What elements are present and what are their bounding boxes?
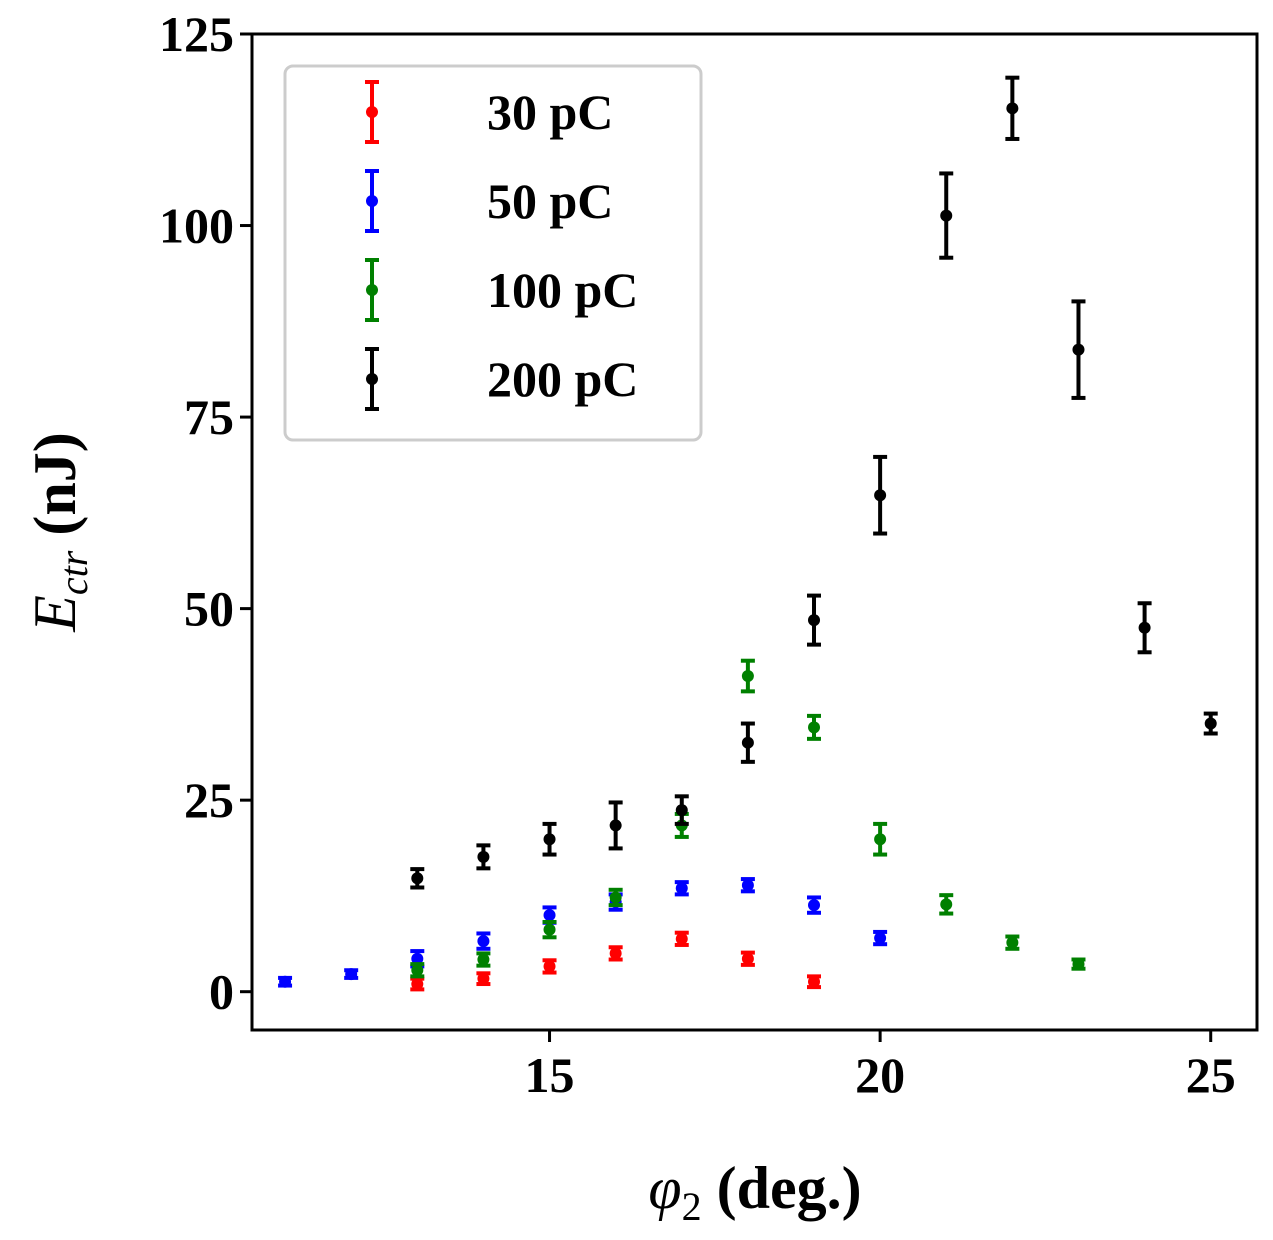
y-tick-label: 50 bbox=[184, 581, 234, 637]
y-axis-ticks: 0 25 50 75 100 125 bbox=[159, 6, 252, 1020]
x-axis-label: φ2 (deg.) bbox=[648, 1155, 861, 1229]
data-point bbox=[411, 964, 424, 977]
data-point bbox=[411, 872, 424, 885]
data-point bbox=[1072, 343, 1085, 356]
y-axis-label-unit: (nJ) bbox=[22, 432, 88, 550]
data-point bbox=[1006, 102, 1019, 115]
data-point bbox=[1072, 958, 1085, 971]
data-point bbox=[543, 833, 556, 846]
legend-label: 200 pC bbox=[487, 351, 638, 407]
data-point bbox=[411, 978, 424, 991]
data-point bbox=[874, 932, 887, 945]
data-point bbox=[741, 736, 754, 749]
data-point bbox=[675, 932, 688, 945]
data-point bbox=[477, 935, 490, 948]
legend-item: 50 pC bbox=[365, 169, 613, 233]
x-axis-label-unit: (deg.) bbox=[702, 1155, 862, 1221]
series-200-pc bbox=[410, 75, 1218, 890]
series-100-pc bbox=[410, 658, 1086, 979]
legend-label: 30 pC bbox=[487, 84, 613, 140]
data-point bbox=[1204, 717, 1217, 730]
data-point bbox=[741, 952, 754, 965]
legend-label: 50 pC bbox=[487, 173, 613, 229]
data-point bbox=[411, 952, 424, 965]
series-50-pc bbox=[278, 877, 888, 988]
y-axis-label-subscript: ctr bbox=[51, 550, 96, 595]
data-point bbox=[477, 850, 490, 863]
legend-marker bbox=[366, 373, 378, 385]
data-point bbox=[808, 899, 821, 912]
y-axis-label-symbol: E bbox=[22, 595, 88, 633]
data-point bbox=[1006, 936, 1019, 949]
data-point bbox=[874, 489, 887, 502]
plot-frame bbox=[250, 32, 1259, 1032]
y-tick-label: 125 bbox=[159, 6, 234, 62]
plot-layer bbox=[278, 75, 1218, 992]
data-point bbox=[543, 960, 556, 973]
y-tick-label: 75 bbox=[184, 389, 234, 445]
data-point bbox=[940, 898, 953, 911]
data-point bbox=[477, 953, 490, 966]
legend-item: 30 pC bbox=[365, 80, 613, 144]
x-tick-label: 20 bbox=[855, 1047, 905, 1103]
data-point bbox=[279, 975, 292, 988]
x-axis-label-symbol: φ bbox=[648, 1155, 681, 1221]
data-point bbox=[874, 833, 887, 846]
x-tick-label: 15 bbox=[525, 1047, 575, 1103]
data-point bbox=[808, 614, 821, 627]
x-tick-label: 25 bbox=[1186, 1047, 1236, 1103]
data-point bbox=[609, 819, 622, 832]
data-point bbox=[741, 879, 754, 892]
x-axis-ticks: 15 20 25 bbox=[525, 1030, 1236, 1103]
data-point bbox=[543, 923, 556, 936]
data-point bbox=[1138, 621, 1151, 634]
legend-label: 100 pC bbox=[487, 262, 638, 318]
legend-marker bbox=[366, 106, 378, 118]
y-tick-label: 25 bbox=[184, 772, 234, 828]
data-point bbox=[741, 670, 754, 683]
legend: 30 pC 50 pC 100 pC 200 pC bbox=[283, 64, 703, 442]
data-point bbox=[345, 968, 358, 981]
x-axis-label-subscript: 2 bbox=[682, 1184, 702, 1229]
data-point bbox=[609, 947, 622, 960]
series-30-pc bbox=[410, 930, 822, 992]
data-point bbox=[675, 804, 688, 817]
data-point bbox=[543, 909, 556, 922]
y-tick-label: 0 bbox=[209, 964, 234, 1020]
legend-box bbox=[283, 64, 703, 442]
legend-item: 200 pC bbox=[365, 347, 638, 411]
data-point bbox=[609, 891, 622, 904]
y-tick-label: 100 bbox=[159, 198, 234, 254]
data-point bbox=[940, 209, 953, 222]
legend-marker bbox=[366, 284, 378, 296]
legend-item: 100 pC bbox=[365, 258, 638, 322]
legend-marker bbox=[366, 195, 378, 207]
y-axis-label: Ectr (nJ) bbox=[22, 432, 96, 632]
data-point bbox=[675, 882, 688, 895]
data-point bbox=[808, 721, 821, 734]
data-point bbox=[477, 972, 490, 985]
data-point bbox=[808, 975, 821, 988]
